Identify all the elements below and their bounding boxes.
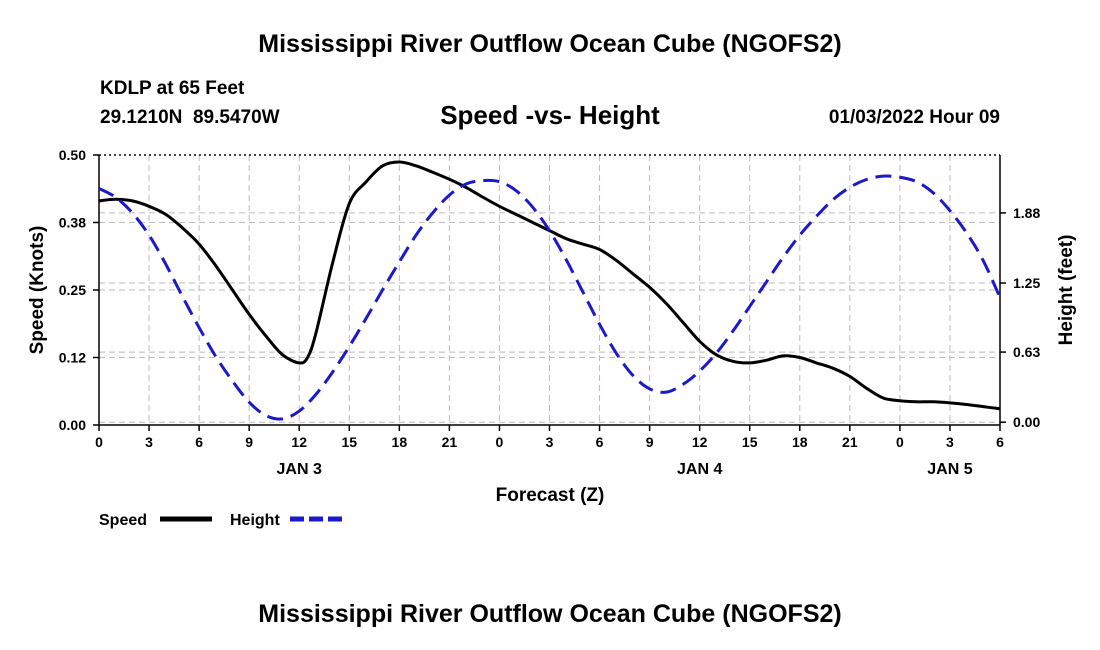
y2-tick-label: 1.88 bbox=[1013, 205, 1040, 221]
x-axis-title: Forecast (Z) bbox=[496, 485, 605, 506]
axis-labels: 0 3 6 9 12 15 18 21 0 3 6 9 12 15 18 21 0 3 6 JAN 3 JAN 4 JAN… bbox=[27, 147, 1077, 506]
x-tick-label: 21 bbox=[842, 434, 858, 450]
x-tick-label: 9 bbox=[646, 434, 654, 450]
series-lines bbox=[98, 160, 1002, 421]
x-tick-label: 15 bbox=[742, 434, 758, 450]
grid-lines bbox=[99, 155, 1000, 425]
y2-tick-label: 1.25 bbox=[1013, 275, 1040, 291]
y-tick-label: 0.25 bbox=[59, 282, 86, 298]
x-tick-label: 21 bbox=[442, 434, 458, 450]
y-axis-title: Speed (Knots) bbox=[27, 226, 48, 355]
x-tick-label: 6 bbox=[596, 434, 604, 450]
x-tick-label: 0 bbox=[896, 434, 904, 450]
footer-title: Mississippi River Outflow Ocean Cube (NG… bbox=[258, 600, 842, 628]
day-label: JAN 4 bbox=[677, 461, 722, 478]
x-tick-label: 3 bbox=[546, 434, 554, 450]
station-name: KDLP at 65 Feet bbox=[100, 78, 245, 99]
x-tick-label: 3 bbox=[145, 434, 153, 450]
speed-series-line bbox=[98, 160, 1001, 411]
x-tick-label: 9 bbox=[245, 434, 253, 450]
x-tick-label: 3 bbox=[946, 434, 954, 450]
day-label: JAN 3 bbox=[277, 461, 322, 478]
chart-title: Speed -vs- Height bbox=[440, 100, 660, 130]
legend-label-speed: Speed bbox=[99, 512, 147, 529]
y-tick-label: 0.12 bbox=[59, 350, 86, 366]
y-tick-label: 0.00 bbox=[59, 417, 86, 433]
legend-label-height: Height bbox=[230, 512, 280, 529]
x-tick-label: 18 bbox=[392, 434, 408, 450]
axes bbox=[93, 154, 1006, 431]
x-tick-label: 0 bbox=[496, 434, 504, 450]
y2-tick-label: 0.00 bbox=[1013, 414, 1040, 430]
height-series-line bbox=[98, 174, 1002, 421]
x-tick-label: 18 bbox=[792, 434, 808, 450]
x-tick-label: 15 bbox=[341, 434, 357, 450]
legend: Speed Height bbox=[99, 512, 342, 529]
main-title: Mississippi River Outflow Ocean Cube (NG… bbox=[258, 30, 842, 58]
y-tick-label: 0.50 bbox=[59, 147, 86, 163]
y2-axis-title: Height (feet) bbox=[1056, 235, 1077, 346]
x-tick-label: 6 bbox=[195, 434, 203, 450]
day-label: JAN 5 bbox=[927, 461, 972, 478]
x-tick-label: 0 bbox=[95, 434, 103, 450]
y2-tick-label: 0.63 bbox=[1013, 344, 1040, 360]
x-tick-label: 12 bbox=[692, 434, 708, 450]
x-tick-label: 12 bbox=[291, 434, 307, 450]
x-tick-label: 6 bbox=[996, 434, 1004, 450]
y-tick-label: 0.38 bbox=[59, 215, 86, 231]
station-coords: 29.1210N 89.5470W bbox=[100, 107, 280, 128]
forecast-datetime: 01/03/2022 Hour 09 bbox=[828, 107, 1000, 128]
